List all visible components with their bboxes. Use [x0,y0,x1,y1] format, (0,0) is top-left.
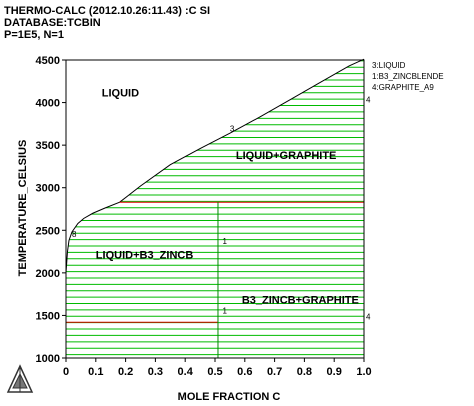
thermo-calc-logo-icon [6,364,34,393]
region-label: B3_ZINCB+GRAPHITE [242,295,359,307]
legend-entry: 4:GRAPHITE_A9 [372,83,434,92]
header-line-3: P=1E5, N=1 [4,29,64,41]
header-line-2: DATABASE:TCBIN [4,17,101,29]
y-tick-label: 3500 [36,140,60,152]
line-number-label: 4 [366,96,371,105]
y-axis-label: TEMPERATURE_CELSIUS [17,140,29,277]
y-tick-label: 4500 [36,55,60,67]
x-tick-label: 0.9 [327,366,342,378]
line-number-label: 1 [222,237,227,246]
x-axis-label: MOLE FRACTION C [178,391,281,403]
region-label: LIQUID+GRAPHITE [236,150,337,162]
header-line-1: THERMO-CALC (2012.10.26:11.43) :C SI [4,5,211,17]
line-number-label: 4 [366,313,371,322]
x-tick-label: 1.0 [356,366,371,378]
plot-frame [65,59,365,359]
y-tick-label: 2000 [36,268,60,280]
x-tick-label: 0.6 [237,366,252,378]
y-tick-label: 2500 [36,225,60,237]
y-tick-label: 1000 [36,353,60,365]
x-tick-label: 0.2 [118,366,133,378]
x-tick-label: 0.7 [267,366,282,378]
region-label: LIQUID+B3_ZINCB [96,249,194,261]
legend-entry: 1:B3_ZINCBLENDE [372,72,444,81]
x-tick-label: 0 [63,366,69,378]
line-number-label: 3 [230,125,235,134]
line-number-label: 1 [222,307,227,316]
liquidus-curve [65,58,365,273]
x-tick-label: 0.3 [148,366,163,378]
region-label: LIQUID [102,88,139,100]
x-tick-label: 0.4 [178,366,194,378]
y-tick-label: 1500 [36,310,60,322]
legend-entry: 3:LIQUID [372,61,406,70]
hatched-two-phase-regions [66,60,364,356]
y-tick-label: 3000 [36,183,60,195]
x-tick-label: 0.5 [207,366,222,378]
x-tick-label: 0.8 [297,366,312,378]
line-number-label: 8 [72,230,77,239]
y-tick-label: 4000 [36,98,60,110]
x-tick-label: 0.1 [88,366,103,378]
